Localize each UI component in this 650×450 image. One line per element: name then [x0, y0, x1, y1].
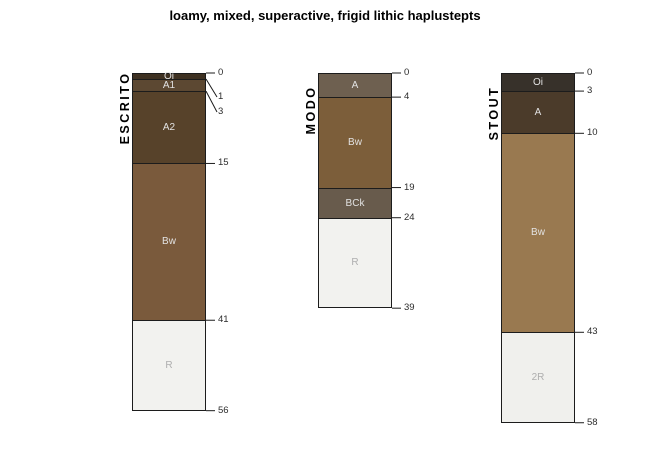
horizon-label: A2: [162, 121, 176, 133]
soil-profile-column-escrito: Oi A1 A2 Bw R: [132, 70, 206, 411]
depth-label: 24: [404, 211, 415, 223]
depth-label: 3: [587, 85, 593, 97]
depth-label: 0: [587, 67, 593, 78]
horizon-bck: BCk: [318, 188, 392, 218]
profile-id-label-modo: MODO: [304, 85, 318, 135]
depth-label: 10: [587, 127, 598, 139]
depth-label: 4: [404, 91, 410, 103]
profile-id-label-stout: STOUT: [487, 85, 501, 141]
horizon-label: Oi: [164, 70, 174, 82]
horizon-label: R: [351, 257, 359, 268]
horizon-bw: Bw: [318, 97, 392, 188]
leader-line: [205, 78, 218, 98]
horizon-label: Oi: [533, 76, 543, 88]
depth-label: 3: [218, 106, 224, 117]
depth-label: 58: [587, 416, 598, 428]
depth-label: 43: [587, 326, 598, 338]
horizon-oi: Oi: [501, 73, 575, 91]
depth-label: 19: [404, 181, 415, 193]
horizon-label: Bw: [531, 227, 545, 238]
profile-id-label-escrito: ESCRITO: [118, 71, 132, 145]
horizon-bw: Bw: [501, 133, 575, 332]
horizon-a: A: [318, 73, 392, 97]
depth-label: 41: [218, 314, 229, 326]
horizon-bw: Bw: [132, 163, 206, 320]
horizon-label: A: [534, 106, 542, 118]
depth-label: 56: [218, 404, 229, 416]
depth-label: 15: [218, 157, 229, 169]
horizon-a1: A1: [132, 79, 206, 91]
chart-title: loamy, mixed, superactive, frigid lithic…: [169, 8, 481, 23]
horizon-label: BCk: [345, 197, 365, 209]
horizon-a: A: [501, 91, 575, 133]
horizon-label: A: [351, 79, 359, 91]
depth-label: 39: [404, 302, 415, 314]
horizon-oi: Oi: [132, 70, 206, 82]
depth-label: 0: [218, 67, 224, 78]
horizon-2r: 2R: [501, 332, 575, 423]
horizon-r: R: [132, 320, 206, 411]
depth-label: 0: [404, 67, 410, 78]
horizon-label: A1: [162, 79, 176, 91]
horizon-label: R: [165, 359, 173, 371]
horizon-r: R: [318, 218, 392, 308]
horizon-label: 2R: [531, 371, 545, 383]
soil-profile-column-stout: Oi A Bw 2R: [501, 73, 575, 423]
soil-profile-column-modo: A Bw BCk R: [318, 73, 392, 308]
horizon-label: Bw: [162, 236, 176, 247]
horizon-label: Bw: [348, 137, 362, 148]
leader-line: [205, 90, 218, 113]
depth-label: 1: [218, 91, 224, 102]
horizon-a2: A2: [132, 91, 206, 163]
